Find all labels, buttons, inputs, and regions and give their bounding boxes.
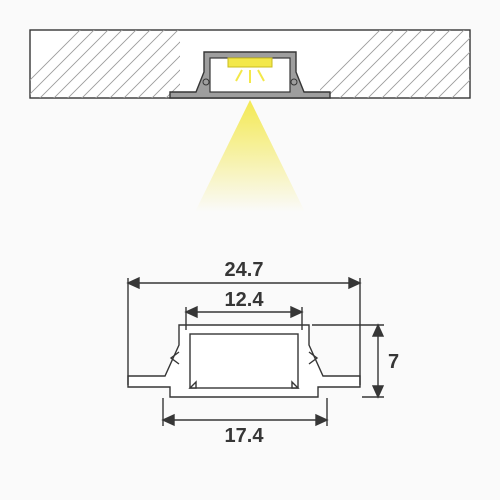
dimension-overall-width-label: 24.7 xyxy=(225,259,264,281)
dimension-bottom-width-label: 17.4 xyxy=(225,425,265,447)
dimension-inner-width-label: 12.4 xyxy=(225,289,265,311)
dimension-bottom-width xyxy=(163,398,327,426)
led-strip-icon xyxy=(228,58,272,67)
dimension-height-label: 7 xyxy=(388,351,399,373)
technical-drawing: 24.7 12.4 17.4 7 xyxy=(0,0,500,500)
cross-section-view: 24.7 12.4 17.4 7 xyxy=(128,259,399,447)
light-cone-icon xyxy=(195,100,305,212)
installation-view xyxy=(0,20,500,212)
profile-cross-section xyxy=(128,325,360,397)
